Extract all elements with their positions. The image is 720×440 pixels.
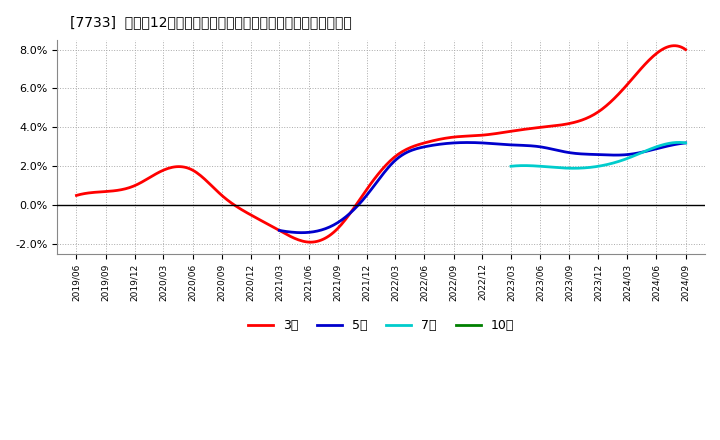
Legend: 3年, 5年, 7年, 10年: 3年, 5年, 7年, 10年: [243, 314, 519, 337]
Text: [7733]  売上高12か月移動合計の対前年同期増減率の平均値の推移: [7733] 売上高12か月移動合計の対前年同期増減率の平均値の推移: [70, 15, 352, 29]
